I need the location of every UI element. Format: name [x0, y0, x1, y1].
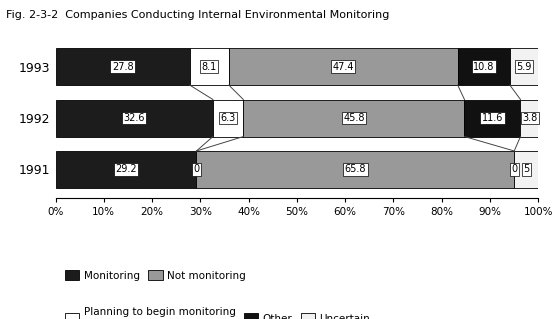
- Text: 11.6: 11.6: [482, 113, 503, 123]
- Bar: [196, 151, 514, 188]
- Bar: [213, 100, 243, 137]
- Text: 3.8: 3.8: [522, 113, 537, 123]
- Text: 5: 5: [523, 165, 529, 174]
- Bar: [458, 48, 510, 85]
- Text: 47.4: 47.4: [332, 62, 354, 71]
- Bar: [465, 100, 521, 137]
- Bar: [56, 151, 196, 188]
- Text: 27.8: 27.8: [112, 62, 133, 71]
- Bar: [510, 48, 538, 85]
- Bar: [229, 48, 458, 85]
- Bar: [190, 48, 229, 85]
- Text: 65.8: 65.8: [345, 165, 366, 174]
- Bar: [243, 100, 465, 137]
- Text: 0: 0: [511, 165, 517, 174]
- Text: Fig. 2-3-2  Companies Conducting Internal Environmental Monitoring: Fig. 2-3-2 Companies Conducting Internal…: [6, 10, 389, 19]
- Bar: [56, 100, 213, 137]
- Text: 8.1: 8.1: [201, 62, 217, 71]
- Bar: [514, 151, 538, 188]
- Text: 5.9: 5.9: [516, 62, 532, 71]
- Text: 29.2: 29.2: [115, 165, 137, 174]
- Bar: [56, 48, 190, 85]
- Text: 45.8: 45.8: [343, 113, 365, 123]
- Text: 32.6: 32.6: [123, 113, 145, 123]
- Legend: Planning to begin monitoring
within fiscal 1993, Other, Uncertain: Planning to begin monitoring within fisc…: [60, 303, 374, 319]
- Text: 0: 0: [194, 165, 200, 174]
- Bar: [521, 100, 539, 137]
- Text: 6.3: 6.3: [220, 113, 236, 123]
- Text: 10.8: 10.8: [473, 62, 495, 71]
